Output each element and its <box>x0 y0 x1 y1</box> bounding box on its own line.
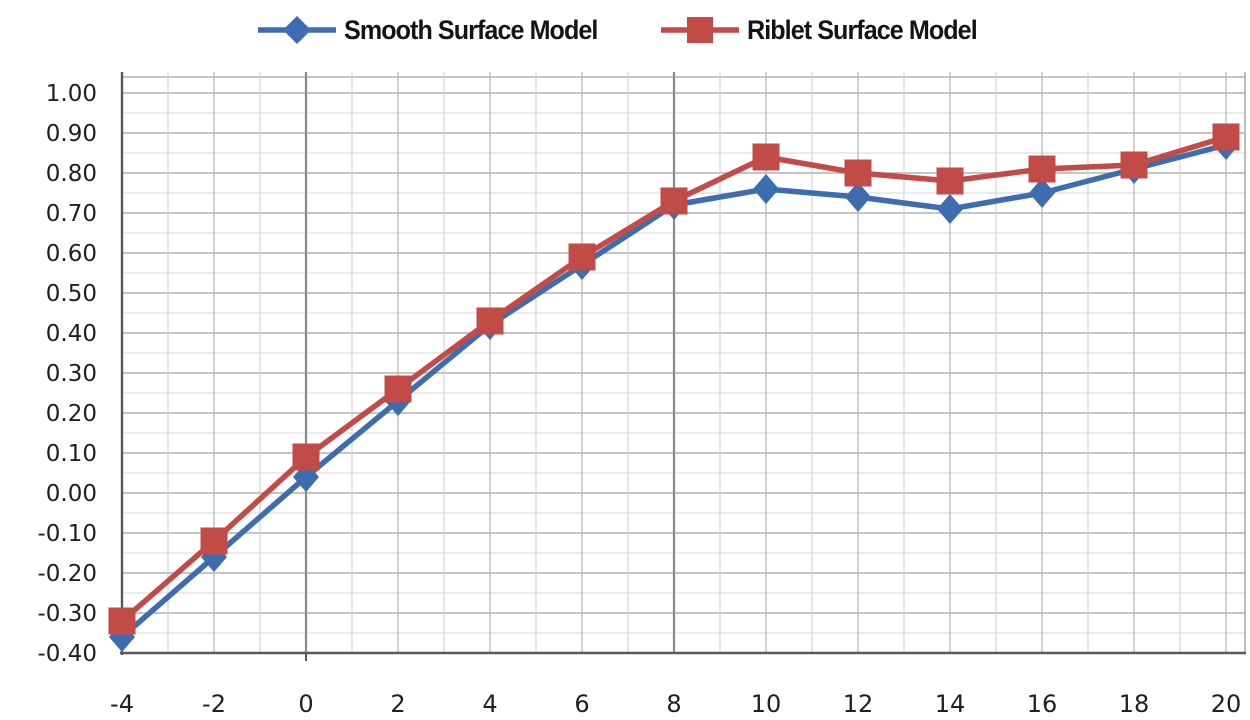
x-tick-label: 8 <box>666 690 681 718</box>
y-tick-label: 0.50 <box>46 281 97 307</box>
y-tick-label: -0.10 <box>37 521 97 547</box>
x-axis-tick-labels: -4 -2 0 2 4 6 8 10 12 14 16 18 20 <box>110 690 1241 718</box>
x-tick-label: 2 <box>390 690 405 718</box>
legend-label-riblet: Riblet Surface Model <box>746 14 978 45</box>
riblet-series-square-marker-icon <box>660 17 739 43</box>
series-markers <box>108 123 1240 652</box>
y-tick-label: -0.30 <box>37 601 97 627</box>
legend: Smooth Surface Model Riblet Surface Mode… <box>0 4 1250 56</box>
y-tick-label: 0.30 <box>46 361 97 387</box>
y-tick-label: 0.20 <box>46 401 97 427</box>
x-tick-label: 18 <box>1119 690 1150 718</box>
data-point-smooth <box>753 174 779 204</box>
data-point-smooth <box>937 194 963 224</box>
x-tick-label: 20 <box>1211 690 1242 718</box>
y-tick-label: 1.00 <box>46 81 97 107</box>
data-point-riblet <box>292 443 320 471</box>
y-tick-label: -0.40 <box>37 641 97 667</box>
x-tick-label: 12 <box>843 690 874 718</box>
data-point-riblet <box>936 167 964 195</box>
x-tick-label: 4 <box>482 690 497 718</box>
y-tick-label: 0.60 <box>46 241 97 267</box>
y-tick-label: -0.20 <box>37 561 97 587</box>
data-point-riblet <box>108 607 136 635</box>
data-point-riblet <box>384 375 412 403</box>
x-tick-label: 0 <box>298 690 313 718</box>
y-tick-label: 0.80 <box>46 161 97 187</box>
x-tick-label: 14 <box>935 690 966 718</box>
data-point-riblet <box>1120 151 1148 179</box>
x-tick-label: 10 <box>751 690 782 718</box>
data-point-riblet <box>568 243 596 271</box>
data-point-smooth <box>845 182 871 212</box>
x-tick-label: 16 <box>1027 690 1058 718</box>
gridlines <box>122 72 1246 653</box>
legend-item-smooth-surface-model: Smooth Surface Model <box>256 13 617 47</box>
x-tick-label: -4 <box>110 690 134 718</box>
y-tick-label: 0.70 <box>46 201 97 227</box>
data-point-riblet <box>660 187 688 215</box>
data-point-riblet <box>200 527 228 555</box>
data-point-smooth <box>1029 178 1055 208</box>
data-point-riblet <box>844 159 872 187</box>
legend-item-riblet-surface-model: Riblet Surface Model <box>659 13 994 47</box>
y-tick-label: 0.90 <box>46 121 97 147</box>
data-point-riblet <box>476 307 504 335</box>
y-axis-tick-labels: 1.00 0.90 0.80 0.70 0.60 0.50 0.40 0.30 0.20 0.10… <box>37 81 97 667</box>
smooth-series-diamond-marker-icon <box>258 16 337 44</box>
y-tick-label: 0.00 <box>46 481 97 507</box>
axes <box>120 72 1246 661</box>
data-point-riblet <box>752 143 780 171</box>
y-tick-label: 0.40 <box>46 321 97 347</box>
y-tick-label: 0.10 <box>46 441 97 467</box>
x-tick-label: 6 <box>574 690 589 718</box>
data-point-riblet <box>1028 155 1056 183</box>
legend-label-smooth: Smooth Surface Model <box>344 14 598 45</box>
x-tick-label: -2 <box>202 690 226 718</box>
data-point-riblet <box>1212 123 1240 151</box>
